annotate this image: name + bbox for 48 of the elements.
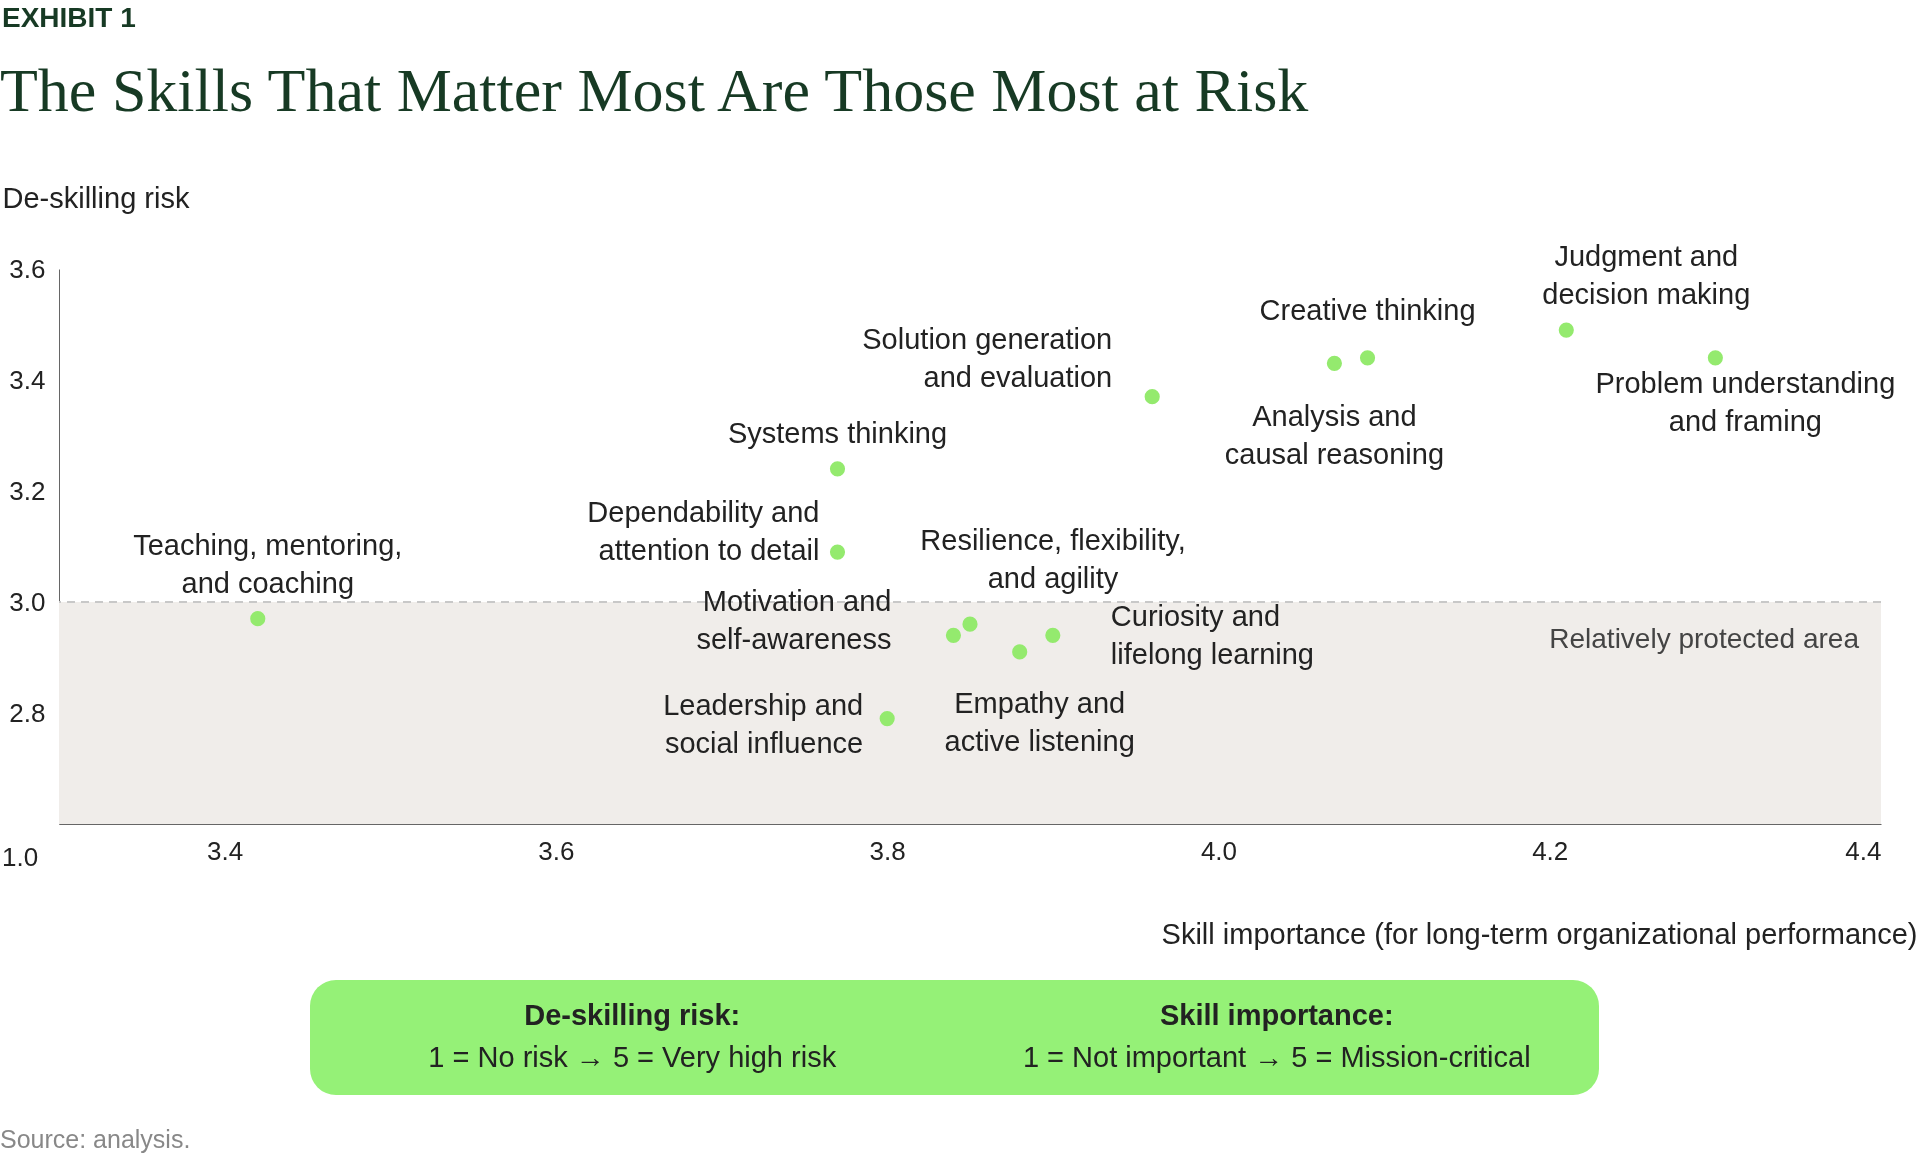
annotation: Teaching, mentoring, and coaching xyxy=(133,528,403,599)
x-tick-label: 3.6 xyxy=(538,835,575,866)
annotation: Systems thinking xyxy=(727,416,948,449)
point xyxy=(1359,350,1376,366)
annotation: Judgment and decision making xyxy=(1542,240,1751,311)
annotation: Curiosity and lifelong learning xyxy=(1110,600,1314,671)
chart-title: The Skills That Matter Most Are Those Most at Risk xyxy=(0,55,1309,126)
point xyxy=(1558,322,1574,338)
point xyxy=(1707,350,1723,366)
point xyxy=(962,616,978,632)
point xyxy=(1326,355,1342,371)
text: De-skilling risk: xyxy=(523,998,742,1033)
annotation: Solution generation and evaluation xyxy=(862,322,1113,393)
x-tick-label: 3.8 xyxy=(869,835,906,866)
annotation: Empathy and active listening xyxy=(944,686,1135,757)
x-tick-label: 4.4 xyxy=(1845,835,1882,866)
annotation: Resilience, flexibility, and agility xyxy=(920,524,1186,595)
y-tick-label: 3.0 xyxy=(9,586,46,617)
y-tick-label: 3.2 xyxy=(9,475,46,506)
annotation: Motivation and self-awareness xyxy=(696,585,892,656)
x-tick-label: 4.2 xyxy=(1532,835,1569,866)
y-tick-label: 3.6 xyxy=(9,253,46,284)
text: 1 = Not important → 5 = Mission-critical xyxy=(1022,1041,1531,1073)
point xyxy=(945,627,962,643)
x-tick-label: 4.0 xyxy=(1200,835,1238,866)
point xyxy=(829,544,846,560)
annotation: Dependability and attention to detail xyxy=(587,496,820,567)
point xyxy=(1144,389,1160,405)
point xyxy=(829,461,846,477)
text: 1 = No risk → 5 = Very high risk xyxy=(428,1041,837,1073)
point xyxy=(1045,627,1061,643)
y-tick-label: 2.8 xyxy=(9,697,46,728)
annotation: Leadership and social influence xyxy=(663,688,864,759)
source-note: Source: analysis. xyxy=(0,1125,191,1154)
annotation: Creative thinking xyxy=(1259,293,1476,326)
annotation: Analysis and causal reasoning xyxy=(1224,400,1445,471)
y-axis-title: De-skilling risk xyxy=(2,181,190,214)
point xyxy=(1012,644,1028,660)
point xyxy=(250,611,266,627)
text: Skill importance: xyxy=(1158,998,1395,1033)
annotation: Problem understanding and framing xyxy=(1595,366,1896,437)
text: 1.0 xyxy=(2,842,39,873)
text: EXHIBIT 1 xyxy=(2,2,136,34)
x-tick-label: 3.4 xyxy=(207,835,244,866)
y-tick-label: 3.4 xyxy=(9,364,46,395)
point xyxy=(879,710,895,727)
x-axis-title: Skill importance (for long-term organizational performance) xyxy=(1161,917,1918,950)
band-label: Relatively protected area xyxy=(1549,623,1860,654)
